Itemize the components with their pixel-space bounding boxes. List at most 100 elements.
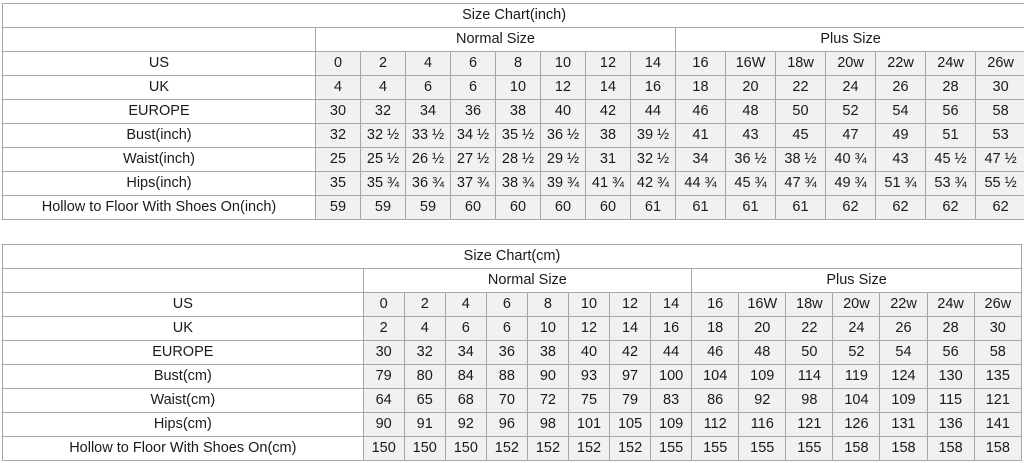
inch-waist-p1: 36 ½: [725, 147, 776, 172]
cm-uk-p0: 18: [691, 316, 740, 341]
cm-row-label-hollow-to-floor: Hollow to Floor With Shoes On(cm): [2, 436, 364, 461]
cm-bust-n7: 100: [650, 364, 693, 389]
inch-waist-n2: 26 ½: [405, 147, 451, 172]
inch-bust-n6: 38: [585, 123, 631, 148]
cm-eu-n6: 42: [609, 340, 652, 365]
inch-bust-p6: 53: [974, 123, 1024, 148]
cm-bust-n1: 80: [403, 364, 446, 389]
table-row: Bust(inch) 32 32 ½ 33 ½ 34 ½ 35 ½ 36 ½ 3…: [2, 123, 1024, 148]
inch-hollow-p0: 61: [675, 195, 726, 220]
inch-uk-p5: 28: [925, 75, 976, 100]
cm-uk-p1: 20: [738, 316, 787, 341]
cm-eu-n5: 40: [567, 340, 611, 365]
inch-eu-n3: 36: [450, 99, 496, 124]
inch-us-p4: 22w: [875, 51, 926, 76]
inch-uk-p1: 20: [725, 75, 776, 100]
cm-us-p2: 18w: [785, 292, 834, 317]
table-row: EUROPE 30 32 34 36 38 40 42 44 46 48 50 …: [2, 340, 1023, 365]
size-chart-inch-table: Size Chart(inch) Normal Size Plus Size U…: [1, 3, 1024, 220]
cm-group-plus-size: Plus Size: [691, 268, 1022, 293]
inch-hollow-n6: 60: [585, 195, 631, 220]
inch-title-row: Size Chart(inch): [1, 3, 1024, 28]
inch-eu-n4: 38: [495, 99, 541, 124]
inch-waist-p0: 34: [675, 147, 726, 172]
cm-chart-title: Size Chart(cm): [2, 244, 1022, 269]
table-row: Hips(inch) 35 35 ¾ 36 ¾ 37 ¾ 38 ¾ 39 ¾ 4…: [2, 171, 1024, 196]
inch-hips-n6: 41 ¾: [585, 171, 631, 196]
inch-bust-n7: 39 ½: [630, 123, 676, 148]
cm-us-p4: 22w: [879, 292, 928, 317]
cm-hollow-n5: 152: [567, 436, 611, 461]
inch-eu-n0: 30: [315, 99, 361, 124]
cm-title-row: Size Chart(cm): [2, 244, 1022, 269]
inch-waist-n4: 28 ½: [495, 147, 541, 172]
inch-hips-p1: 45 ¾: [725, 171, 776, 196]
inch-uk-p3: 24: [825, 75, 876, 100]
cm-uk-n1: 4: [403, 316, 446, 341]
cm-us-p6: 26w: [973, 292, 1023, 317]
inch-eu-n2: 34: [405, 99, 451, 124]
inch-us-n0: 0: [315, 51, 361, 76]
cm-us-p3: 20w: [832, 292, 881, 317]
table-row: Hollow to Floor With Shoes On(cm) 150 15…: [2, 436, 1023, 461]
inch-us-p2: 18w: [775, 51, 826, 76]
cm-hollow-n1: 150: [403, 436, 446, 461]
cm-hollow-p4: 158: [879, 436, 928, 461]
inch-bust-n4: 35 ½: [495, 123, 541, 148]
inch-group-plus-size: Plus Size: [674, 27, 1024, 52]
cm-hips-p2: 121: [785, 412, 834, 437]
cm-hips-n4: 98: [526, 412, 569, 437]
cm-hips-n6: 105: [609, 412, 652, 437]
inch-us-p3: 20w: [825, 51, 876, 76]
table-row: Bust(cm) 79 80 84 88 90 93 97 100 104 10…: [2, 364, 1023, 389]
cm-bust-p4: 124: [879, 364, 928, 389]
table-separator-gap: [0, 220, 1024, 244]
inch-eu-n6: 42: [585, 99, 631, 124]
inch-uk-n5: 12: [540, 75, 586, 100]
inch-bust-p4: 49: [875, 123, 926, 148]
inch-hollow-n5: 60: [540, 195, 586, 220]
inch-uk-n4: 10: [495, 75, 541, 100]
inch-uk-n0: 4: [315, 75, 361, 100]
cm-uk-p4: 26: [879, 316, 928, 341]
cm-hips-n3: 96: [485, 412, 528, 437]
cm-bust-p0: 104: [691, 364, 740, 389]
cm-eu-p2: 50: [785, 340, 834, 365]
cm-row-label-us: US: [2, 292, 364, 317]
table-row: Hollow to Floor With Shoes On(inch) 59 5…: [2, 195, 1024, 220]
inch-hips-n5: 39 ¾: [540, 171, 586, 196]
inch-hollow-n4: 60: [495, 195, 541, 220]
inch-waist-n3: 27 ½: [450, 147, 496, 172]
inch-eu-p6: 58: [974, 99, 1024, 124]
inch-hollow-p4: 62: [875, 195, 926, 220]
cm-waist-n4: 72: [526, 388, 569, 413]
cm-eu-n1: 32: [403, 340, 446, 365]
inch-us-p5: 24w: [925, 51, 976, 76]
cm-hips-p1: 116: [738, 412, 787, 437]
inch-us-p0: 16: [675, 51, 726, 76]
cm-waist-p0: 86: [691, 388, 740, 413]
cm-table-body: Size Chart(cm) Normal Size Plus Size US …: [2, 244, 1023, 461]
cm-hollow-n3: 152: [485, 436, 528, 461]
cm-uk-n4: 10: [526, 316, 569, 341]
cm-eu-p0: 46: [691, 340, 740, 365]
inch-hollow-p3: 62: [825, 195, 876, 220]
inch-us-n1: 2: [360, 51, 406, 76]
cm-uk-n0: 2: [362, 316, 405, 341]
cm-group-row: Normal Size Plus Size: [2, 268, 1022, 293]
inch-us-n3: 6: [450, 51, 496, 76]
cm-hollow-n7: 155: [650, 436, 693, 461]
inch-bust-p1: 43: [725, 123, 776, 148]
inch-us-n7: 14: [630, 51, 676, 76]
inch-us-p1: 16W: [725, 51, 776, 76]
table-row: Waist(inch) 25 25 ½ 26 ½ 27 ½ 28 ½ 29 ½ …: [2, 147, 1024, 172]
cm-hips-n0: 90: [362, 412, 405, 437]
cm-us-n4: 8: [526, 292, 569, 317]
table-row: US 0 2 4 6 8 10 12 14 16 16W 18w 20w 22w…: [2, 51, 1024, 76]
cm-uk-n6: 14: [609, 316, 652, 341]
inch-uk-n7: 16: [630, 75, 676, 100]
inch-row-label-uk: UK: [2, 75, 316, 100]
cm-us-p5: 24w: [926, 292, 975, 317]
inch-bust-p5: 51: [925, 123, 976, 148]
cm-waist-p4: 109: [879, 388, 928, 413]
